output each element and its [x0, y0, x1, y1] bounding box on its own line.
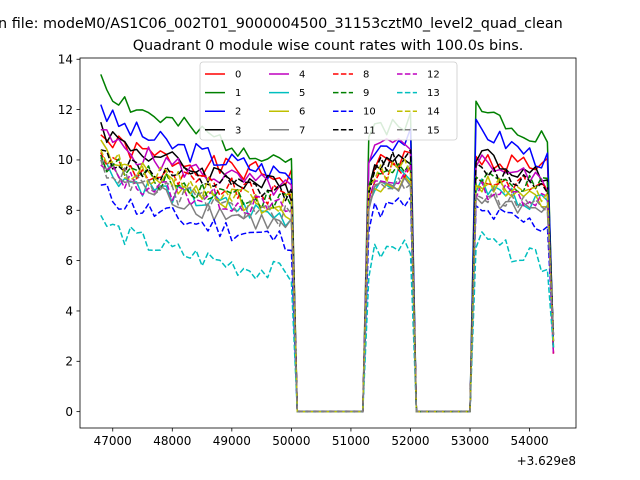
- x-axis: 47000 48000 49000 50000 51000 52000 53000 54000: [94, 428, 549, 448]
- x-tick-label: 53000: [451, 434, 489, 448]
- series-line-1: [100, 74, 555, 413]
- legend-label-3: 3: [235, 125, 241, 136]
- legend-frame: [199, 61, 458, 141]
- legend-label-14: 14: [427, 107, 440, 118]
- series-line-2: [100, 104, 555, 413]
- series-line-9: [100, 154, 555, 413]
- series-line-10: [100, 183, 555, 413]
- legend-label-2: 2: [235, 107, 241, 118]
- x-tick-label: 52000: [391, 434, 429, 448]
- y-tick-label: 12: [58, 103, 73, 117]
- y-tick-label: 8: [65, 204, 73, 218]
- legend-label-13: 13: [427, 88, 440, 99]
- legend-label-6: 6: [299, 107, 305, 118]
- y-axis: 0 2 4 6 8 10 12 14: [58, 53, 80, 419]
- legend-label-11: 11: [363, 125, 376, 136]
- x-tick-label: 54000: [510, 434, 548, 448]
- series-lines: [100, 74, 555, 413]
- x-tick-label: 47000: [94, 434, 132, 448]
- legend-label-15: 15: [427, 125, 440, 136]
- series-line-12: [100, 164, 555, 413]
- legend-label-0: 0: [235, 70, 241, 81]
- chart-title: Quadrant 0 module wise count rates with …: [133, 38, 524, 54]
- x-tick-label: 49000: [213, 434, 251, 448]
- y-tick-label: 10: [58, 153, 73, 167]
- y-tick-label: 0: [65, 405, 73, 419]
- legend-label-7: 7: [299, 125, 305, 136]
- series-line-11: [100, 149, 555, 413]
- series-line-4: [100, 128, 555, 413]
- series-line-13: [100, 214, 555, 413]
- legend-label-5: 5: [299, 88, 305, 99]
- y-tick-label: 4: [65, 304, 73, 318]
- legend-label-4: 4: [299, 70, 305, 81]
- y-tick-label: 2: [65, 355, 73, 369]
- y-tick-label: 14: [58, 53, 73, 67]
- x-tick-label: 50000: [272, 434, 310, 448]
- series-line-0: [100, 134, 555, 413]
- x-tick-label: 51000: [332, 434, 370, 448]
- series-line-3: [100, 121, 555, 413]
- plot-frame: [79, 57, 577, 429]
- legend-label-10: 10: [363, 107, 376, 118]
- legend-label-1: 1: [235, 88, 241, 99]
- series-line-8: [100, 152, 555, 413]
- legend-label-12: 12: [427, 70, 440, 81]
- x-offset-label: +3.629e8: [517, 454, 576, 468]
- legend-label-9: 9: [363, 88, 369, 99]
- y-tick-label: 6: [65, 254, 73, 268]
- x-tick-label: 48000: [153, 434, 191, 448]
- series-line-6: [100, 139, 555, 413]
- legend-label-8: 8: [363, 70, 369, 81]
- series-line-15: [100, 159, 555, 413]
- series-line-7: [100, 157, 555, 413]
- figure-suptitle: n file: modeM0/AS1C06_002T01_9000004500_…: [0, 16, 563, 32]
